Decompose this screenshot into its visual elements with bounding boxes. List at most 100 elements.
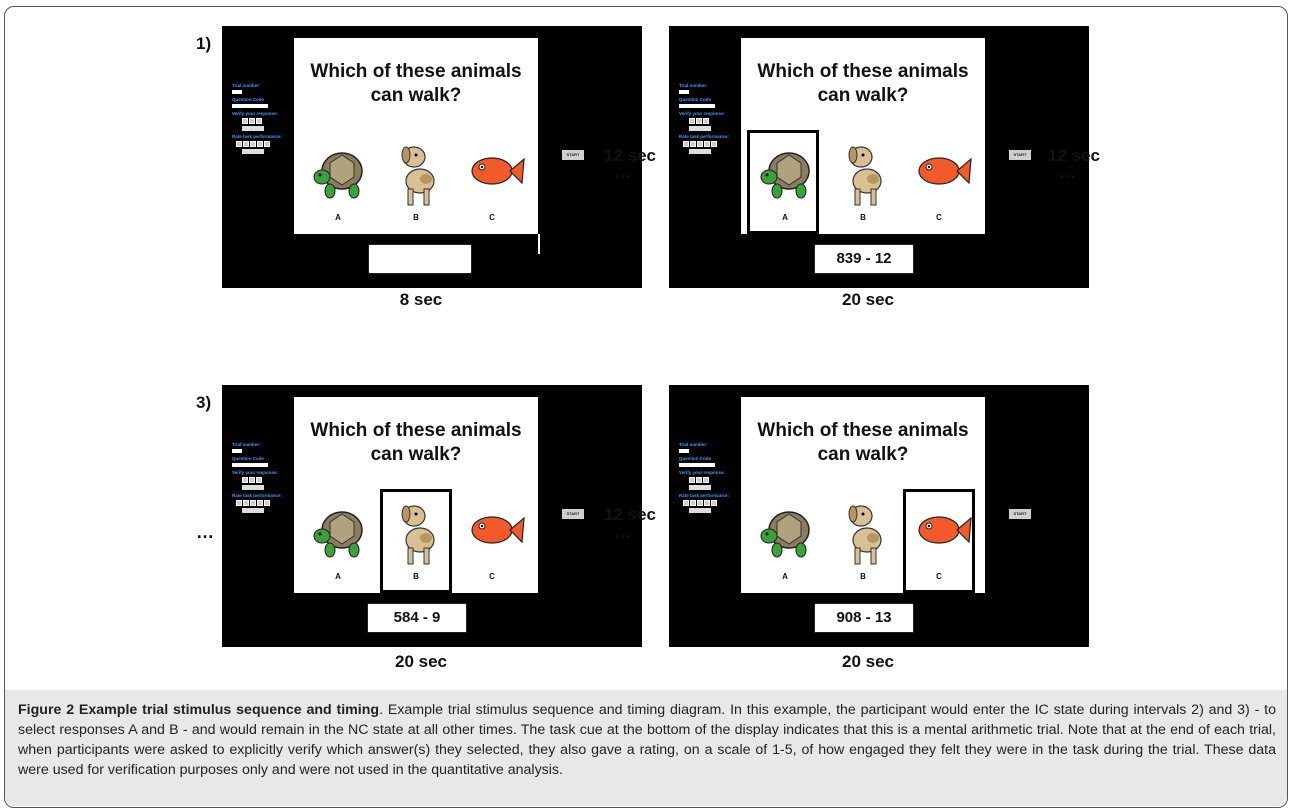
fish-choice: C <box>909 133 972 233</box>
submit-button <box>689 126 711 131</box>
dog-choice: B <box>386 133 446 233</box>
choice-label-c: C <box>936 213 942 222</box>
question-code-field <box>232 463 268 467</box>
response-sidebar: Trial number: Question Code Verify your … <box>679 439 737 513</box>
response-sidebar: Trial number: Question Code Verify your … <box>232 439 290 513</box>
animal-choices: A B <box>294 133 538 233</box>
dog-icon <box>401 146 435 206</box>
response-sidebar: Trial number: Question Code Verify your … <box>679 80 737 154</box>
verify-response-label: Verify your response: <box>232 111 279 116</box>
stimulus-screen: Which of these animals can walk? A <box>741 38 985 234</box>
rating-buttons <box>683 141 737 147</box>
trial-number-label: Trial number: <box>679 442 708 447</box>
panel-3-side-timer: 12 sec <box>604 505 656 524</box>
question-text: Which of these animals can walk? <box>757 420 969 465</box>
verify-buttons <box>242 477 290 483</box>
turtle-icon <box>760 511 810 558</box>
question-text: Which of these animals can walk? <box>310 420 522 465</box>
task-cue-box <box>368 244 472 274</box>
panel-1-number: 1) <box>196 34 212 53</box>
fish-choice: C <box>909 492 972 592</box>
selection-box <box>380 489 452 593</box>
panel-1: Trial number: Question Code Verify your … <box>222 26 642 288</box>
panel-1-side-timer: 12 sec <box>604 146 656 165</box>
ellipsis: … <box>614 162 633 182</box>
panel-3-number: 3) <box>196 393 212 412</box>
submit-button <box>242 508 264 513</box>
stimulus-screen: Which of these animals can walk? A <box>741 397 985 593</box>
caption-background <box>5 690 1287 806</box>
fish-icon <box>918 157 972 185</box>
panel-3: Trial number: Question Code Verify your … <box>222 385 642 647</box>
start-button: START <box>1009 509 1031 519</box>
choice-label-b: B <box>413 572 419 581</box>
verify-response-label: Verify your response: <box>232 470 279 475</box>
question-code-field <box>232 104 268 108</box>
caption-title: Figure 2 Example trial stimulus sequence… <box>18 702 380 718</box>
panel-4: Trial number: Question Code Verify your … <box>669 385 1089 647</box>
choice-label-a: A <box>782 213 788 222</box>
submit-button <box>689 149 711 154</box>
ellipsis: … <box>196 522 215 542</box>
start-button: START <box>562 150 584 160</box>
question-text: Which of these animals can walk? <box>310 61 522 106</box>
trial-number-label: Trial number: <box>232 442 261 447</box>
question-code-field <box>679 463 715 467</box>
verify-buttons <box>689 477 737 483</box>
turtle-icon <box>760 152 810 199</box>
figure-caption: Figure 2 Example trial stimulus sequence… <box>18 700 1276 780</box>
choice-label-b: B <box>860 572 866 581</box>
stimulus-screen: Which of these animals can walk? A <box>294 397 538 593</box>
dog-icon <box>401 505 435 565</box>
question-code-field <box>679 104 715 108</box>
choice-label-a: A <box>782 572 788 581</box>
verify-buttons <box>689 118 737 124</box>
rating-buttons <box>236 500 290 506</box>
turtle-choice: A <box>308 492 368 592</box>
panel-3-duration: 20 sec <box>395 652 447 671</box>
rating-buttons <box>236 141 290 147</box>
selection-box <box>747 130 819 234</box>
verify-buttons <box>242 118 290 124</box>
turtle-choice: A <box>755 133 815 233</box>
submit-button <box>242 126 264 131</box>
stimulus-screen: Which of these animals can walk? A <box>294 38 538 234</box>
trial-number-field <box>679 449 689 453</box>
animal-choices: A B <box>741 492 985 592</box>
fish-icon <box>471 516 525 544</box>
trial-number-field <box>232 90 242 94</box>
question-code-label: Question Code <box>232 456 265 461</box>
panel-2-side-timer: 12 sec <box>1048 146 1100 165</box>
panel-2-duration: 20 sec <box>842 290 894 309</box>
rate-performance-label: Rate task performance: <box>232 134 283 139</box>
fish-choice: C <box>462 492 525 592</box>
choice-label-b: B <box>413 213 419 222</box>
task-cue-box: 839 - 12 <box>814 244 914 274</box>
choice-label-c: C <box>936 572 942 581</box>
turtle-choice: A <box>308 133 368 233</box>
rate-performance-label: Rate task performance: <box>679 493 730 498</box>
scroll-line <box>538 234 540 254</box>
start-button: START <box>562 509 584 519</box>
trial-number-label: Trial number: <box>679 83 708 88</box>
rate-performance-label: Rate task performance: <box>232 493 283 498</box>
question-code-label: Question Code <box>679 456 712 461</box>
submit-button <box>242 485 264 490</box>
trial-number-field <box>679 90 689 94</box>
response-sidebar: Trial number: Question Code Verify your … <box>232 80 290 154</box>
choice-label-c: C <box>489 572 495 581</box>
turtle-choice: A <box>755 492 815 592</box>
turtle-icon <box>313 511 363 558</box>
submit-button <box>242 149 264 154</box>
turtle-icon <box>313 152 363 199</box>
dog-choice: B <box>833 492 893 592</box>
start-button: START <box>1009 150 1031 160</box>
dog-choice: B <box>386 492 446 592</box>
submit-button <box>689 508 711 513</box>
verify-response-label: Verify your response: <box>679 470 726 475</box>
task-cue-box: 584 - 9 <box>367 603 467 633</box>
ellipsis: … <box>614 522 633 542</box>
selection-box <box>903 489 975 593</box>
panel-1-duration: 8 sec <box>399 290 443 309</box>
fish-icon <box>918 516 972 544</box>
